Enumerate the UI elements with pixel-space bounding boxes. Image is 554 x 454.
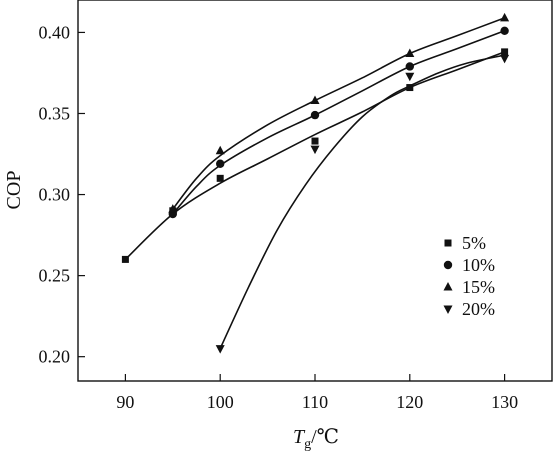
point-series-0-0 xyxy=(121,255,129,263)
point-series-0-5 xyxy=(501,48,509,56)
point-series-3-3 xyxy=(500,54,510,64)
legend-label-1: 10% xyxy=(462,255,495,275)
plot-frame xyxy=(77,0,553,382)
point-series-1-4 xyxy=(500,26,509,36)
x-axis-label-unit: /℃ xyxy=(311,426,339,448)
point-series-1-2 xyxy=(310,110,320,120)
legend-marker-0 xyxy=(444,239,452,247)
legend-label-3: 20% xyxy=(462,299,495,319)
x-tick-label-90: 90 xyxy=(116,392,134,412)
y-tick-label-0.20: 0.20 xyxy=(39,347,71,367)
y-axis: 0.20 0.25 0.30 0.35 0.40 xyxy=(39,22,85,367)
x-axis: 90 100 110 120 130 xyxy=(116,374,518,412)
legend: 5%10%15%20% xyxy=(443,233,495,319)
x-tick-label-120: 120 xyxy=(396,392,423,412)
y-axis-label: COP xyxy=(3,171,25,210)
point-series-2-4 xyxy=(500,12,510,22)
y-tick-label-0.25: 0.25 xyxy=(39,266,71,286)
x-axis-label-main: T xyxy=(293,426,306,448)
fit-curves xyxy=(124,17,505,349)
data-markers xyxy=(121,12,510,354)
x-tick-label-110: 110 xyxy=(302,392,328,412)
legend-marker-2 xyxy=(443,282,453,291)
x-tick-label-100: 100 xyxy=(207,392,234,412)
curve-series-0 xyxy=(124,51,505,260)
point-series-0-4 xyxy=(406,84,414,92)
legend-label-2: 15% xyxy=(462,277,495,297)
y-tick-label-0.35: 0.35 xyxy=(39,103,71,123)
x-tick-label-130: 130 xyxy=(491,392,518,412)
point-series-2-2 xyxy=(310,95,320,105)
point-series-1-1 xyxy=(216,159,225,168)
legend-marker-3 xyxy=(443,305,453,314)
x-axis-label: Tg/℃ xyxy=(293,426,339,452)
point-series-0-3 xyxy=(311,137,319,145)
point-series-1-3 xyxy=(405,62,414,71)
point-series-2-3 xyxy=(405,48,415,58)
y-tick-label-0.30: 0.30 xyxy=(39,185,71,205)
legend-marker-1 xyxy=(443,260,453,270)
x-axis-label-sub: g xyxy=(304,437,311,452)
point-series-3-0 xyxy=(215,345,225,354)
curve-series-3 xyxy=(219,54,505,349)
legend-label-0: 5% xyxy=(462,233,486,253)
point-series-2-0 xyxy=(168,204,178,213)
point-series-0-2 xyxy=(216,174,224,182)
point-series-3-1 xyxy=(310,145,320,155)
point-series-2-1 xyxy=(215,145,225,155)
point-series-3-2 xyxy=(405,72,415,82)
y-tick-label-0.40: 0.40 xyxy=(39,22,71,42)
